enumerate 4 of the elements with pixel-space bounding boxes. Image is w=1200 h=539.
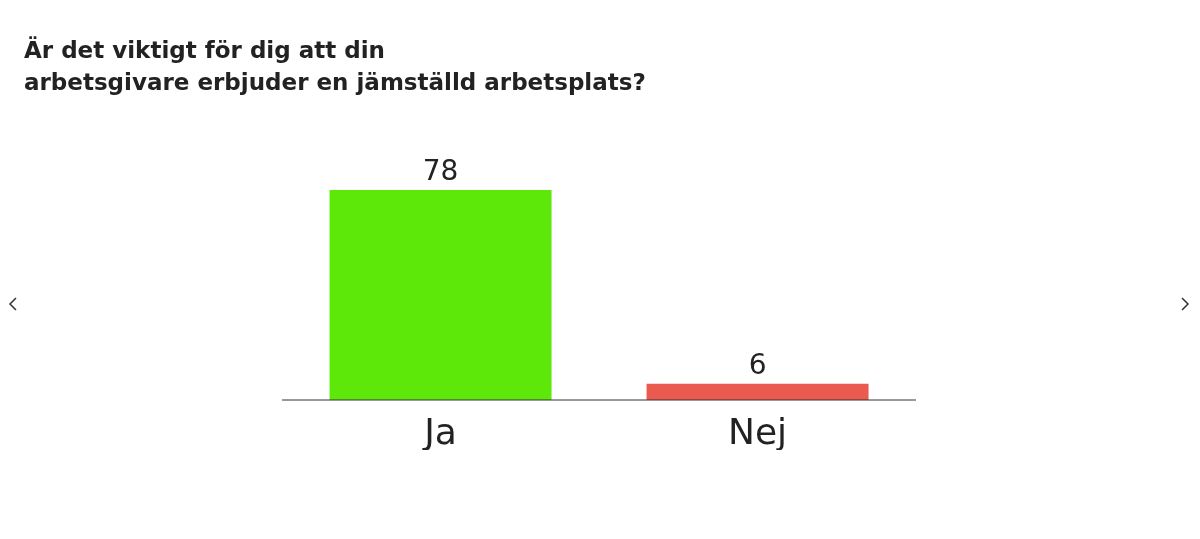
data-label: 6	[748, 347, 767, 381]
x-tick-label: Ja	[422, 410, 457, 452]
chart-title: Är det viktigt för dig att din arbetsgivare erbjuder en jämställd arbetsplats?	[24, 35, 646, 97]
data-label: 78	[422, 154, 459, 187]
